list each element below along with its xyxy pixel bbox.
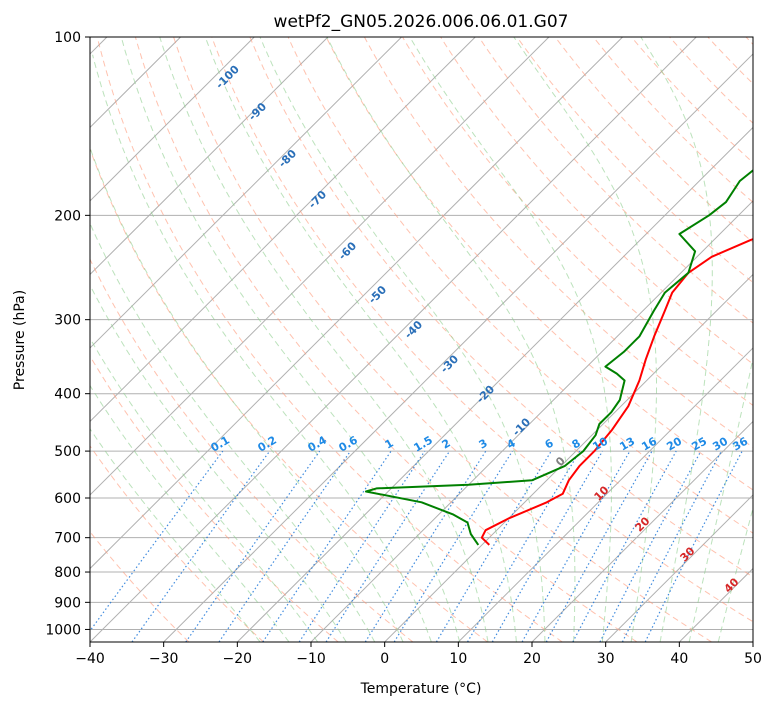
dry-adiabat-line (592, 37, 753, 204)
x-tick-label: 50 (744, 651, 762, 667)
mixing-ratio-line (218, 450, 351, 642)
moist-adiabat-line (204, 37, 517, 642)
y-tick-label: 600 (54, 491, 81, 507)
moist-adiabat-line (259, 37, 546, 642)
dry-adiabat-line (516, 37, 753, 284)
x-tick-label: −30 (149, 651, 179, 667)
isotherm-line (90, 37, 697, 642)
mixing-ratio-line (491, 450, 604, 642)
y-tick-label: 700 (54, 531, 81, 547)
moist-adiabat-line (90, 384, 290, 642)
dry-adiabat-line (363, 37, 753, 448)
mixing-ratio-line (364, 450, 487, 642)
x-tick-label: 40 (670, 651, 688, 667)
isotherm-line (605, 494, 753, 642)
x-tick-label: 30 (597, 651, 615, 667)
isotherm-line (90, 37, 623, 570)
x-tick-label: 0 (380, 651, 389, 667)
isotherm-line (90, 37, 255, 202)
dry-adiabat-line (134, 37, 638, 642)
dry-adiabat-line (249, 37, 753, 578)
x-tick-label: −40 (75, 651, 105, 667)
x-tick-label: −10 (296, 651, 326, 667)
y-axis-label: Pressure (hPa) (12, 290, 28, 390)
dry-adiabat-line (631, 37, 753, 164)
moist-adiabat-line (90, 222, 376, 642)
y-tick-label: 800 (54, 565, 81, 581)
isotherm-line (90, 37, 402, 349)
chart-title: wetPf2_GN05.2026.006.06.01.G07 (274, 12, 569, 32)
isotherm-line (163, 53, 753, 642)
plot-frame (89, 36, 754, 643)
y-tick-label: 300 (54, 313, 81, 329)
y-tick-label: 1000 (45, 622, 81, 638)
moist-adiabat-line (717, 506, 753, 642)
mixing-ratio-line (393, 450, 513, 642)
moist-adiabat-line (688, 355, 753, 642)
isotherm-line (236, 126, 753, 642)
moist-adiabat-line (92, 54, 432, 642)
moist-adiabat-line (326, 37, 576, 642)
series-layer (365, 169, 753, 546)
dewpoint-profile-line (365, 169, 753, 546)
plot-area: -100-90-80-70-60-50-40-30-20-100.1 0.2 0.4… (90, 37, 753, 642)
isotherm-line (90, 37, 550, 496)
x-tick-label: 10 (449, 651, 467, 667)
mixing-ratio-line (131, 450, 271, 642)
mixing-ratio-line (521, 450, 631, 642)
x-axis-label: Temperature (°C) (360, 681, 482, 697)
moist-adiabat-line (90, 146, 404, 642)
isotherm-line (457, 347, 753, 642)
isotherm-line (531, 420, 753, 642)
moist-adiabat-line (513, 37, 657, 642)
mixing-ratio-line (466, 450, 581, 642)
y-tick-label: 200 (54, 208, 81, 224)
moist-adiabat-line (409, 37, 612, 642)
axis-ticks: −40 −30 −20 −10 0 10 20 30 40 50 100 200 300 400 500 60… (45, 30, 762, 667)
isotherm-line (90, 37, 329, 276)
moist-adiabat-line (120, 37, 461, 642)
x-tick-label: −20 (223, 651, 253, 667)
dry-adiabat-line (211, 37, 753, 623)
mixing-ratio-line (545, 450, 653, 642)
dry-adiabat-line (96, 37, 563, 642)
y-tick-label: 500 (54, 444, 81, 460)
isotherm-line (90, 37, 476, 423)
y-tick-label: 900 (54, 595, 81, 611)
temperature-profile-line (480, 238, 753, 546)
dry-adiabat-line (287, 37, 753, 534)
x-tick-label: 20 (523, 651, 541, 667)
mixing-ratio-line (185, 450, 321, 642)
dry-adiabat-line (90, 445, 264, 642)
mixing-ratio-line (325, 450, 451, 642)
y-tick-label: 400 (54, 387, 81, 403)
moist-adiabat-line (90, 337, 319, 642)
dry-adiabats (90, 37, 753, 642)
mixing-ratio-line (572, 450, 677, 642)
y-tick-label: 100 (54, 30, 81, 46)
dry-adiabat-line (402, 37, 753, 407)
moist-adiabat-line (90, 284, 347, 642)
mixing-ratio-line (435, 450, 552, 642)
moist-adiabat-line (640, 37, 713, 642)
dry-adiabat-line (478, 37, 753, 324)
mixing-ratio-lines (90, 450, 743, 642)
dry-adiabat-line (90, 258, 414, 642)
dry-adiabat-line (173, 37, 712, 642)
